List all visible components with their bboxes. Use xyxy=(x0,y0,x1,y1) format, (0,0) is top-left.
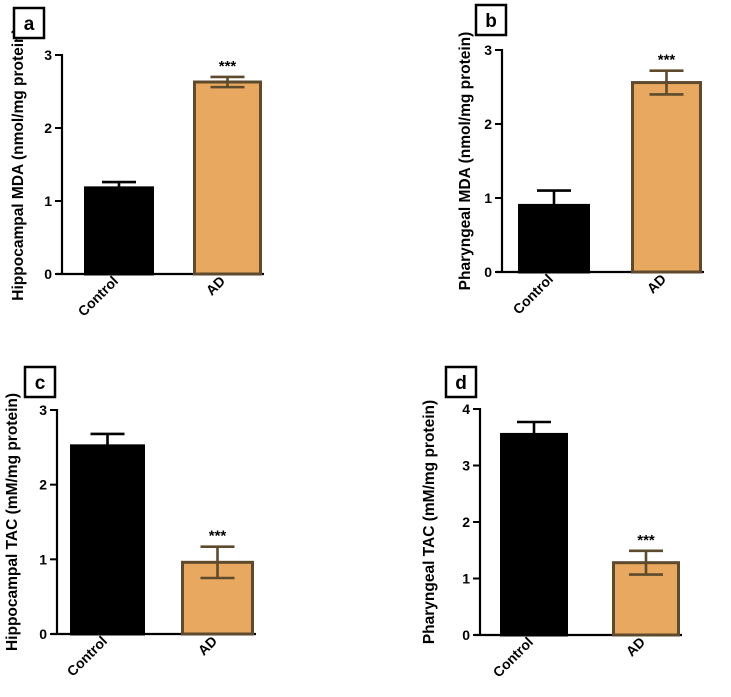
bar-control xyxy=(70,444,145,636)
category-label-ad: AD xyxy=(643,271,669,297)
significance-label: *** xyxy=(219,58,237,75)
y-tick-label: 2 xyxy=(39,477,47,493)
y-tick-label: 3 xyxy=(462,458,470,474)
y-tick-label: 3 xyxy=(484,42,492,58)
panel-c: 0 1 2 3 Control *** AD Hippocampal TAC (mM/mg p… xyxy=(4,365,256,680)
category-label-control: Control xyxy=(510,271,557,318)
y-axis-label: Pharyngeal MDA (nmol/mg protein) xyxy=(457,32,474,291)
bar-ad xyxy=(631,81,702,274)
y-tick-label: 1 xyxy=(44,193,52,209)
significance-label: *** xyxy=(637,532,655,549)
panel-a: 0 1 2 3 Control *** AD Hippocampal MDA (nmol/mg… xyxy=(10,6,264,320)
panel-letter-box xyxy=(474,3,508,37)
panel-letter: d xyxy=(455,373,467,394)
panel-letter-box xyxy=(12,6,46,40)
y-axis-label: Pharyngeal TAC (mM/mg protein) xyxy=(421,400,438,644)
y-tick-label: 1 xyxy=(39,551,47,567)
panel-letter-box xyxy=(444,365,478,399)
panel-letter: a xyxy=(24,14,35,35)
panel-b: 0 1 2 3 Control *** AD Pharyngeal MDA (nmol/mg … xyxy=(457,3,704,318)
category-label-ad: AD xyxy=(622,634,648,660)
y-tick-label: 0 xyxy=(484,264,492,280)
y-tick-label: 2 xyxy=(462,514,470,530)
category-label-ad: AD xyxy=(202,273,228,299)
y-tick-label: 1 xyxy=(462,571,470,587)
bar-control xyxy=(84,186,154,276)
category-label-control: Control xyxy=(490,634,537,681)
panel-d: 0 1 2 3 4 Control *** AD Pharyngeal TAC (mM/mg p… xyxy=(421,365,682,681)
y-tick-label: 2 xyxy=(44,120,52,136)
panel-letter: c xyxy=(35,373,46,394)
y-tick-label: 2 xyxy=(484,116,492,132)
y-tick-label: 1 xyxy=(484,190,492,206)
significance-label: *** xyxy=(658,52,676,69)
y-tick-label: 4 xyxy=(462,401,470,417)
panel-letter-box xyxy=(23,365,57,399)
y-tick-label: 0 xyxy=(462,627,470,643)
bar-control xyxy=(518,203,590,274)
y-tick-label: 0 xyxy=(44,266,52,282)
y-axis-label: Hippocampal TAC (mM/mg protein) xyxy=(4,393,21,651)
category-label-control: Control xyxy=(64,633,111,680)
y-tick-label: 3 xyxy=(44,47,52,63)
bar-control xyxy=(500,432,568,637)
y-tick-label: 0 xyxy=(39,626,47,642)
category-label-control: Control xyxy=(75,273,122,320)
panel-letter: b xyxy=(485,11,497,32)
bar-ad xyxy=(193,80,262,276)
y-axis-label: Hippocampal MDA (nmol/mg protein) xyxy=(10,28,27,300)
significance-label: *** xyxy=(209,528,227,545)
y-tick-label: 3 xyxy=(39,402,47,418)
category-label-ad: AD xyxy=(194,633,220,659)
